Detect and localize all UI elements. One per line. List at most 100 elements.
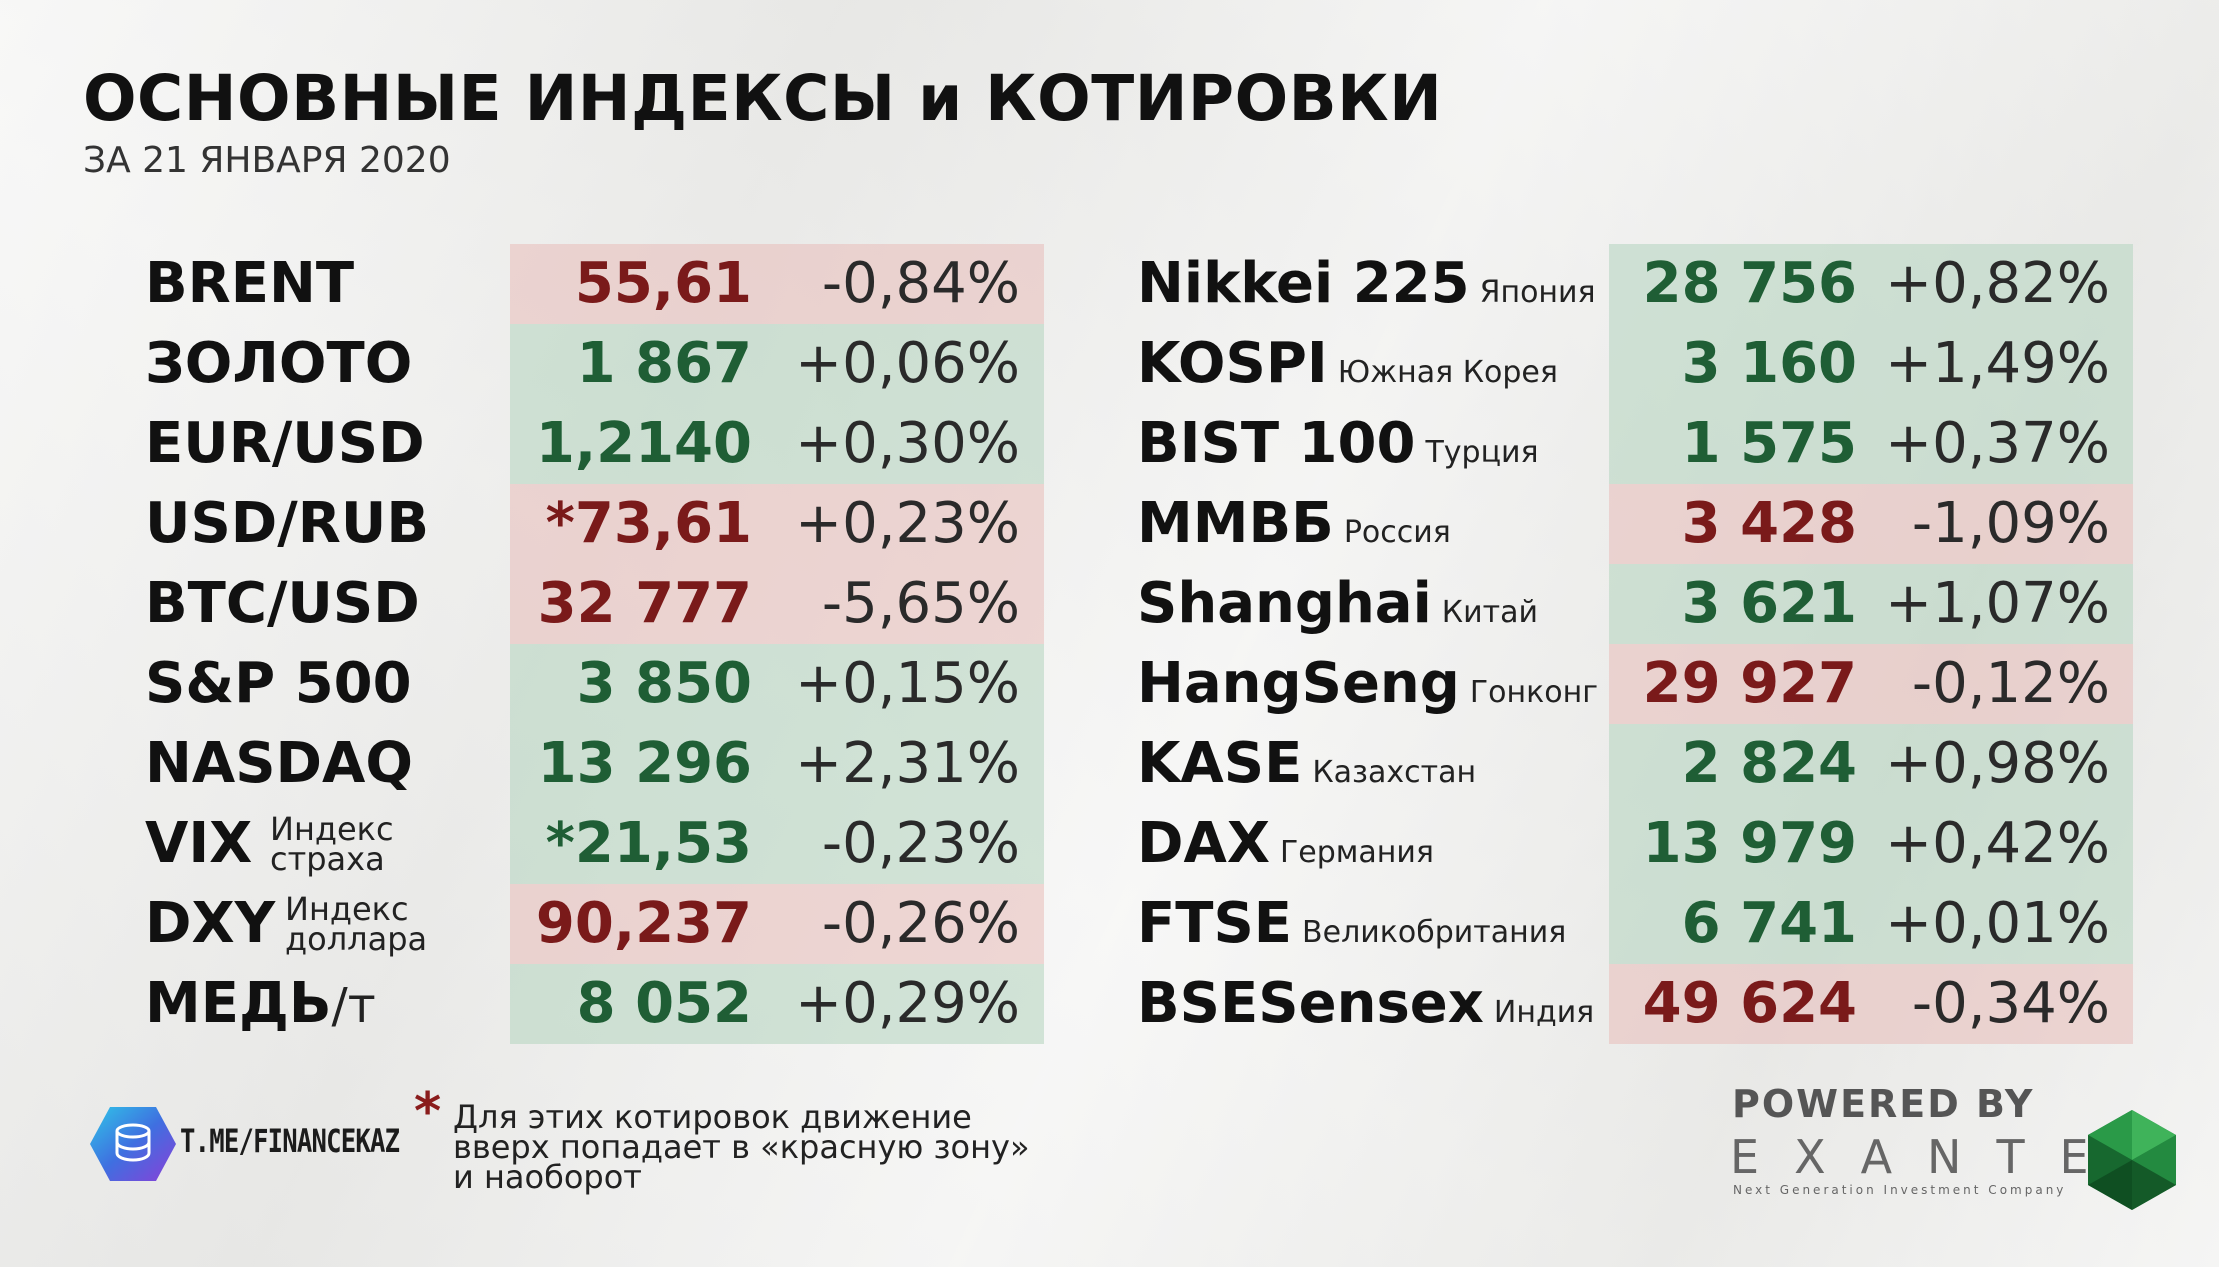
quote-name: Shanghai Китай bbox=[1137, 564, 1538, 653]
quote-description-line: Индекс bbox=[270, 810, 394, 848]
quote-country: Китай bbox=[1441, 595, 1538, 630]
quote-cell-background bbox=[510, 484, 1044, 564]
quote-cell-background bbox=[510, 964, 1044, 1044]
quote-country: Германия bbox=[1280, 835, 1434, 870]
quote-name: Nikkei 225 Япония bbox=[1137, 244, 1596, 333]
quote-name-label: МЕДЬ bbox=[145, 971, 332, 1036]
quote-country: Южная Корея bbox=[1337, 355, 1558, 390]
quote-cell-background bbox=[1609, 964, 2133, 1044]
quote-cell-background bbox=[1609, 724, 2133, 804]
quote-name: МЕДЬ/т bbox=[145, 964, 376, 1046]
quote-change: +0,42% bbox=[1885, 811, 2110, 876]
quote-name: BRENT bbox=[145, 244, 354, 324]
table-row: BIST 100 Турция 1 575 +0,37% bbox=[0, 404, 2219, 484]
quote-country: Казахстан bbox=[1312, 755, 1477, 790]
quote-description-line: доллара bbox=[285, 920, 428, 958]
quote-country: Великобритания bbox=[1302, 915, 1567, 950]
quote-name-label: KOSPI bbox=[1137, 331, 1328, 396]
footnote-line: и наоборот bbox=[453, 1158, 642, 1196]
quote-country: Россия bbox=[1343, 515, 1451, 550]
quote-name-label: ММВБ bbox=[1137, 491, 1334, 556]
page-subtitle: ЗА 21 ЯНВАРЯ 2020 bbox=[83, 140, 451, 181]
quote-change: +1,07% bbox=[1885, 571, 2110, 636]
quote-change: -5,65% bbox=[821, 571, 1020, 636]
quote-change: +0,01% bbox=[1885, 891, 2110, 956]
quote-value: 29 927 bbox=[1642, 651, 1857, 716]
quote-name: BSESensex Индия bbox=[1137, 964, 1594, 1053]
quote-name-label: Nikkei 225 bbox=[1137, 251, 1470, 316]
quote-value: 1 867 bbox=[576, 331, 752, 396]
quote-name-label: DAX bbox=[1137, 811, 1270, 876]
quote-name-label: DXY bbox=[145, 891, 276, 956]
quote-name-label: FTSE bbox=[1137, 891, 1293, 956]
table-row: DXY Индекс доллара 90,237 -0,26% bbox=[0, 884, 2219, 964]
quote-name: KASE Казахстан bbox=[1137, 724, 1476, 813]
table-row: HangSeng Гонконг 29 927 -0,12% bbox=[0, 644, 2219, 724]
quote-value: 28 756 bbox=[1642, 251, 1857, 316]
quote-cell-background bbox=[1609, 244, 2133, 324]
table-row: EUR/USD 1,2140 +0,30% bbox=[0, 404, 2219, 484]
quote-value: *73,61 bbox=[545, 491, 752, 556]
table-row: VIX Индекс страха *21,53 -0,23% bbox=[0, 804, 2219, 884]
table-row: ММВБ Россия 3 428 -1,09% bbox=[0, 484, 2219, 564]
table-row: ЗОЛОТО 1 867 +0,06% bbox=[0, 324, 2219, 404]
quote-change: -0,34% bbox=[1911, 971, 2110, 1036]
quote-name: BTC/USD bbox=[145, 564, 420, 644]
table-row: KASE Казахстан 2 824 +0,98% bbox=[0, 724, 2219, 804]
quote-name: FTSE Великобритания bbox=[1137, 884, 1566, 973]
quote-name-label: KASE bbox=[1137, 731, 1303, 796]
page-title: ОСНОВНЫЕ ИНДЕКСЫ и КОТИРОВКИ bbox=[83, 62, 1443, 135]
quote-value: 1,2140 bbox=[535, 411, 752, 476]
table-row: KOSPI Южная Корея 3 160 +1,49% bbox=[0, 324, 2219, 404]
quote-name: ЗОЛОТО bbox=[145, 324, 412, 404]
quote-cell-background bbox=[1609, 884, 2133, 964]
quote-country: Турция bbox=[1425, 435, 1539, 470]
quote-name: VIX bbox=[145, 804, 252, 884]
quote-name-label: S&P 500 bbox=[145, 651, 412, 716]
quote-cell-background bbox=[1609, 404, 2133, 484]
channel-link[interactable]: T.ME/FINANCEKAZ bbox=[180, 1122, 400, 1160]
quote-change: +0,29% bbox=[795, 971, 1020, 1036]
quote-value: 3 850 bbox=[576, 651, 752, 716]
quote-name-label: USD/RUB bbox=[145, 491, 430, 556]
quote-change: -0,26% bbox=[821, 891, 1020, 956]
quote-name: S&P 500 bbox=[145, 644, 412, 724]
footnote-line: вверх попадает в «красную зону» bbox=[453, 1128, 1030, 1166]
quote-value: 32 777 bbox=[537, 571, 752, 636]
quote-cell-background bbox=[510, 324, 1044, 404]
quote-change: +0,98% bbox=[1885, 731, 2110, 796]
table-row: USD/RUB *73,61 +0,23% bbox=[0, 484, 2219, 564]
quote-name: USD/RUB bbox=[145, 484, 429, 564]
quote-name-label: Shanghai bbox=[1137, 571, 1432, 636]
quote-cell-background bbox=[510, 564, 1044, 644]
footnote: Для этих котировок движение вверх попада… bbox=[453, 1101, 1093, 1196]
quote-name-label: NASDAQ bbox=[145, 731, 413, 796]
quote-name-label: ЗОЛОТО bbox=[145, 331, 413, 396]
quote-change: +0,82% bbox=[1885, 251, 2110, 316]
table-row: S&P 500 3 850 +0,15% bbox=[0, 644, 2219, 724]
quote-value: 55,61 bbox=[574, 251, 752, 316]
quote-change: +1,49% bbox=[1885, 331, 2110, 396]
quote-change: +2,31% bbox=[795, 731, 1020, 796]
quote-cell-background bbox=[510, 724, 1044, 804]
quote-cell-background bbox=[510, 804, 1044, 884]
quote-name: HangSeng Гонконг bbox=[1137, 644, 1598, 733]
quote-change: +0,30% bbox=[795, 411, 1020, 476]
telegram-coins-icon bbox=[90, 1107, 176, 1181]
quote-value: 13 296 bbox=[537, 731, 752, 796]
quote-description-line: Индекс bbox=[285, 890, 409, 928]
quote-value: *21,53 bbox=[545, 811, 752, 876]
green-gem-icon bbox=[2088, 1110, 2176, 1210]
table-row: FTSE Великобритания 6 741 +0,01% bbox=[0, 884, 2219, 964]
powered-by-label: POWERED BY bbox=[1732, 1082, 2035, 1126]
quote-name-label: EUR/USD bbox=[145, 411, 425, 476]
quote-value: 1 575 bbox=[1681, 411, 1857, 476]
quote-value: 2 824 bbox=[1681, 731, 1857, 796]
quote-country: Гонконг bbox=[1469, 675, 1598, 710]
table-row: DAX Германия 13 979 +0,42% bbox=[0, 804, 2219, 884]
quote-change: +0,15% bbox=[795, 651, 1020, 716]
quote-unit: /т bbox=[331, 978, 376, 1034]
table-row: BRENT 55,61 -0,84% bbox=[0, 244, 2219, 324]
quote-description: Индекс доллара bbox=[285, 890, 428, 958]
exante-logo-text: EXANTE bbox=[1730, 1130, 2124, 1184]
